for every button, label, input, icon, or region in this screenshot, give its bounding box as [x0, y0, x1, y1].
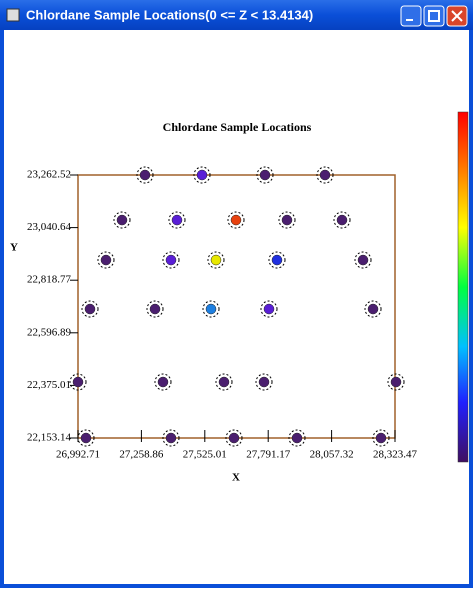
x-tick-label: 28,057.32 [310, 449, 354, 461]
point-halo [288, 429, 306, 447]
point [80, 432, 92, 444]
x-axis-label: X [232, 472, 240, 484]
point [116, 214, 128, 226]
point [258, 376, 270, 388]
point [367, 303, 379, 315]
point [319, 169, 331, 181]
x-tick-label: 27,258.86 [119, 449, 164, 461]
point [271, 254, 283, 266]
point-halo [227, 211, 245, 229]
point [357, 254, 369, 266]
point [390, 376, 402, 388]
y-tick-label: 22,153.14 [27, 432, 72, 444]
point [165, 254, 177, 266]
minimize-button[interactable] [400, 5, 422, 27]
point [263, 303, 275, 315]
point-halo [256, 166, 274, 184]
x-tick-label: 27,525.01 [183, 449, 227, 461]
point-halo [146, 300, 164, 318]
y-tick-label: 23,040.64 [27, 221, 72, 233]
point [139, 169, 151, 181]
point [291, 432, 303, 444]
point [84, 303, 96, 315]
point-halo [225, 429, 243, 447]
point [165, 432, 177, 444]
point-halo [333, 211, 351, 229]
point-halo [207, 251, 225, 269]
point-halo [268, 251, 286, 269]
point [149, 303, 161, 315]
point [259, 169, 271, 181]
point-halo [255, 373, 273, 391]
point-halo [260, 300, 278, 318]
point [72, 376, 84, 388]
window-title: Chlordane Sample Locations(0 <= Z < 13.4… [26, 7, 313, 22]
point-halo [372, 429, 390, 447]
point [171, 214, 183, 226]
x-tick-label: 28,323.47 [373, 449, 418, 461]
point-halo [193, 166, 211, 184]
point-halo [387, 373, 405, 391]
point [205, 303, 217, 315]
maximize-button[interactable] [423, 5, 445, 27]
point-halo [316, 166, 334, 184]
point [230, 214, 242, 226]
point-halo [354, 251, 372, 269]
app-icon [6, 8, 20, 22]
client-area [4, 30, 469, 584]
maximize-icon [428, 10, 440, 22]
point-halo [162, 429, 180, 447]
point-halo [364, 300, 382, 318]
point-halo [69, 373, 87, 391]
point-halo [113, 211, 131, 229]
point [375, 432, 387, 444]
point-halo [97, 251, 115, 269]
y-tick-label: 22,375.01 [27, 379, 71, 391]
y-tick-label: 22,596.89 [27, 326, 72, 338]
point-halo [168, 211, 186, 229]
y-axis-label: Y [10, 242, 18, 254]
point [228, 432, 240, 444]
x-tick-label: 27,791.17 [246, 449, 291, 461]
point [210, 254, 222, 266]
point-halo [81, 300, 99, 318]
title-bar [0, 0, 473, 30]
y-tick-label: 23,262.52 [27, 169, 71, 181]
color-bar [457, 111, 469, 463]
point [100, 254, 112, 266]
point-halo [278, 211, 296, 229]
point-halo [154, 373, 172, 391]
point [157, 376, 169, 388]
point-halo [162, 251, 180, 269]
x-tick-label: 26,992.71 [56, 449, 100, 461]
chart-title: Chlordane Sample Locations [163, 120, 312, 134]
point [336, 214, 348, 226]
point-halo [136, 166, 154, 184]
point [218, 376, 230, 388]
point-halo [77, 429, 95, 447]
y-tick-label: 22,818.77 [27, 274, 72, 286]
point [281, 214, 293, 226]
close-icon [451, 10, 463, 22]
point [196, 169, 208, 181]
point-halo [202, 300, 220, 318]
point-halo [215, 373, 233, 391]
